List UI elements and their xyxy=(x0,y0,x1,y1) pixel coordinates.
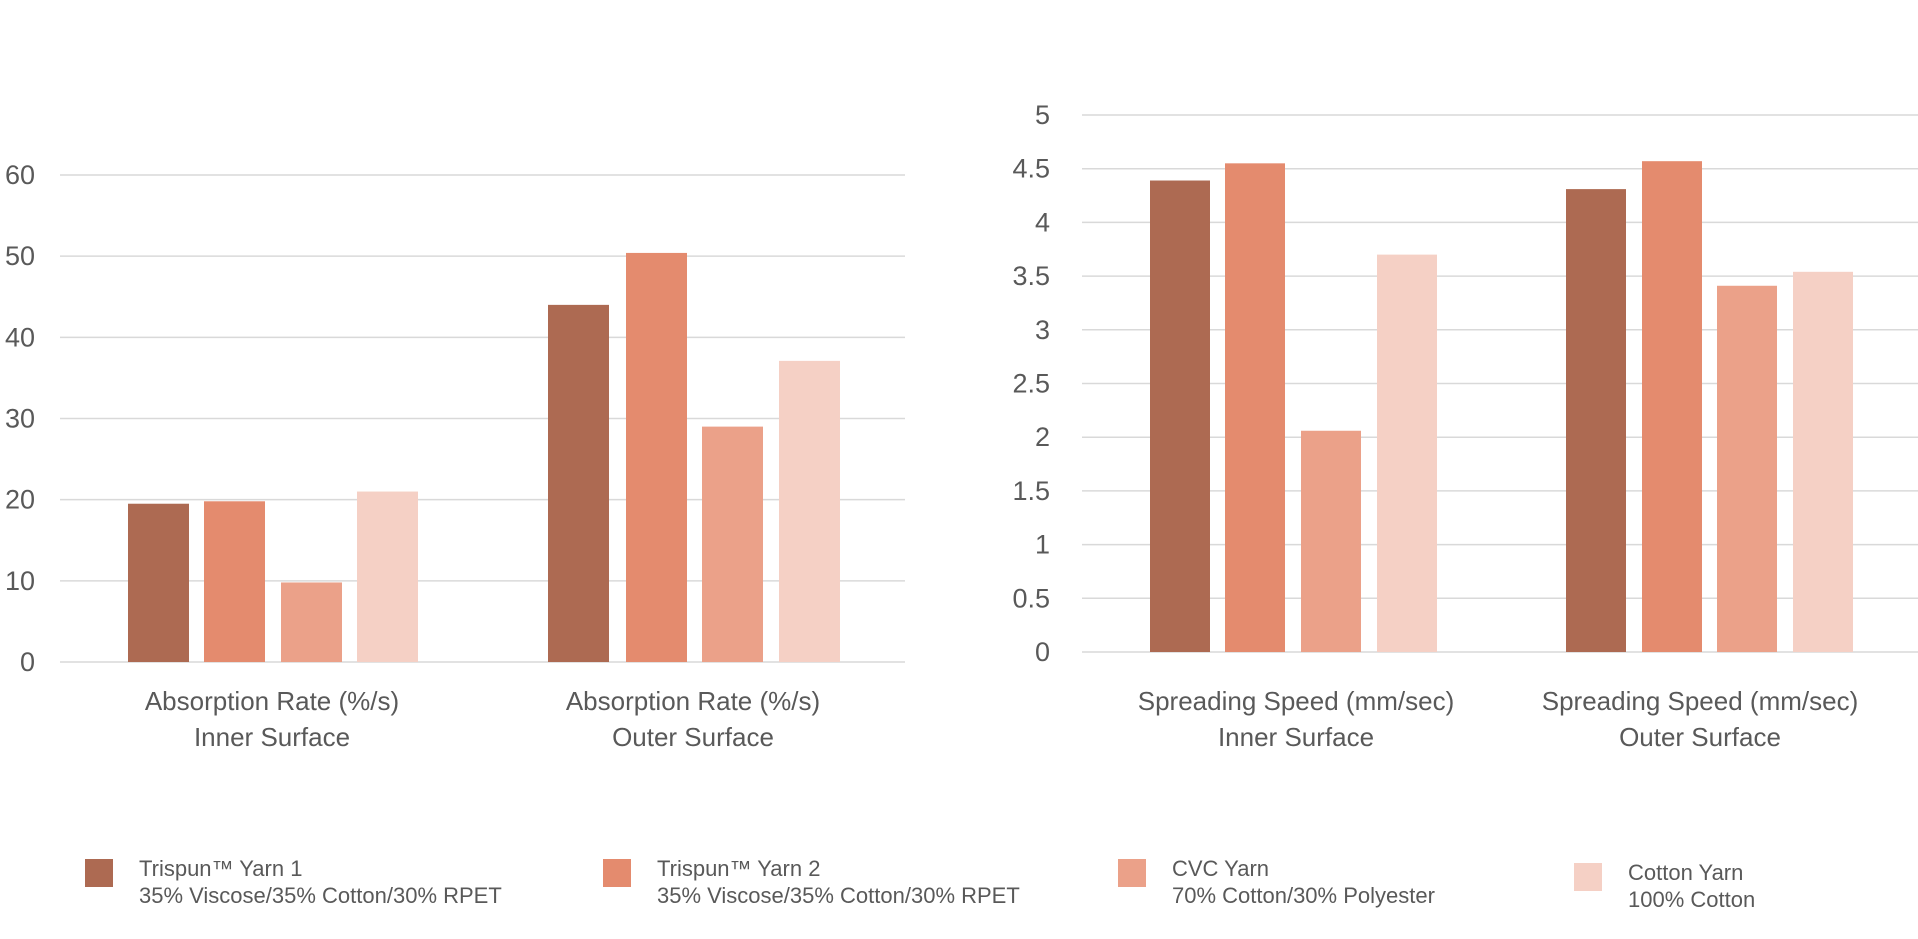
bar-series-3-group-1 xyxy=(281,582,342,662)
y-tick-label: 2.5 xyxy=(1012,369,1050,399)
bar-series-2-group-1 xyxy=(204,501,265,662)
legend-swatch-trispun-1 xyxy=(85,859,113,887)
category-label: Inner Surface xyxy=(194,722,350,752)
spreading-speed-chart: 0 0.5 1 1.5 2 2.5 3 3.5 4 4.5 5 Spreading Speed (mm… xyxy=(1012,100,1918,752)
bar-series-1-group-1 xyxy=(128,503,189,662)
y-tick-label: 0.5 xyxy=(1012,583,1050,613)
y-tick-label: 40 xyxy=(5,322,35,352)
legend-item-trispun-2: Trispun™ Yarn 2 35% Viscose/35% Cotton/3… xyxy=(603,855,1020,909)
bar-series-4-group-1 xyxy=(1377,254,1437,652)
y-tick-label: 5 xyxy=(1035,100,1050,130)
y-tick-label: 0 xyxy=(20,647,35,677)
bar-series-2-group-2 xyxy=(626,252,687,663)
y-tick-label: 4.5 xyxy=(1012,154,1050,184)
category-label: Outer Surface xyxy=(612,722,774,752)
legend-detail: 100% Cotton xyxy=(1628,887,1756,912)
legend-detail: 35% Viscose/35% Cotton/30% RPET xyxy=(139,883,502,908)
legend: Trispun™ Yarn 1 35% Viscose/35% Cotton/3… xyxy=(0,855,1918,925)
category-label: Outer Surface xyxy=(1619,722,1781,752)
legend-name: Trispun™ Yarn 1 xyxy=(139,856,303,881)
category-label: Inner Surface xyxy=(1218,722,1374,752)
bar-series-3-group-2 xyxy=(702,426,763,662)
y-tick-label: 3.5 xyxy=(1012,261,1050,291)
bar-series-1-group-2 xyxy=(548,304,609,662)
legend-name: CVC Yarn xyxy=(1172,856,1270,881)
legend-item-trispun-1: Trispun™ Yarn 1 35% Viscose/35% Cotton/3… xyxy=(85,855,502,909)
y-tick-label: 60 xyxy=(5,160,35,190)
legend-detail: 70% Cotton/30% Polyester xyxy=(1172,883,1435,908)
y-tick-label: 0 xyxy=(1035,637,1050,667)
y-tick-label: 2 xyxy=(1035,422,1050,452)
y-tick-label: 4 xyxy=(1035,207,1050,237)
bar-series-3-group-1 xyxy=(1301,430,1361,652)
y-tick-label: 3 xyxy=(1035,315,1050,345)
legend-swatch-trispun-2 xyxy=(603,859,631,887)
legend-swatch-cotton xyxy=(1574,863,1602,891)
bar-series-4-group-2 xyxy=(1793,271,1853,652)
legend-swatch-cvc xyxy=(1118,859,1146,887)
y-tick-label: 1 xyxy=(1035,530,1050,560)
legend-item-cvc: CVC Yarn 70% Cotton/30% Polyester xyxy=(1118,855,1435,909)
y-tick-label: 50 xyxy=(5,241,35,271)
bar-series-4-group-1 xyxy=(357,491,418,662)
y-tick-label: 1.5 xyxy=(1012,476,1050,506)
legend-name: Cotton Yarn xyxy=(1628,860,1744,885)
category-label: Absorption Rate (%/s) xyxy=(145,686,399,716)
category-label: Spreading Speed (mm/sec) xyxy=(1138,686,1454,716)
legend-item-cotton: Cotton Yarn 100% Cotton xyxy=(1574,859,1755,913)
absorption-rate-chart: 0 10 20 30 40 50 60 Absorption Rate (%/s) Inner … xyxy=(5,160,905,752)
bar-series-2-group-1 xyxy=(1225,163,1285,652)
y-tick-label: 20 xyxy=(5,485,35,515)
bar-series-4-group-2 xyxy=(779,360,840,662)
y-tick-label: 30 xyxy=(5,404,35,434)
category-label: Spreading Speed (mm/sec) xyxy=(1542,686,1858,716)
category-label: Absorption Rate (%/s) xyxy=(566,686,820,716)
bar-series-1-group-2 xyxy=(1566,189,1626,652)
bar-series-1-group-1 xyxy=(1150,180,1210,652)
bar-series-2-group-2 xyxy=(1642,161,1702,652)
legend-detail: 35% Viscose/35% Cotton/30% RPET xyxy=(657,883,1020,908)
legend-name: Trispun™ Yarn 2 xyxy=(657,856,821,881)
bar-series-3-group-2 xyxy=(1717,285,1777,652)
y-tick-label: 10 xyxy=(5,566,35,596)
